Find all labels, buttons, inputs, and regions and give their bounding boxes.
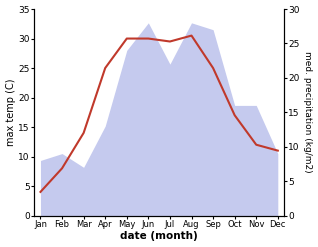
Y-axis label: max temp (C): max temp (C): [5, 79, 16, 146]
X-axis label: date (month): date (month): [120, 231, 198, 242]
Y-axis label: med. precipitation (kg/m2): med. precipitation (kg/m2): [303, 51, 313, 173]
